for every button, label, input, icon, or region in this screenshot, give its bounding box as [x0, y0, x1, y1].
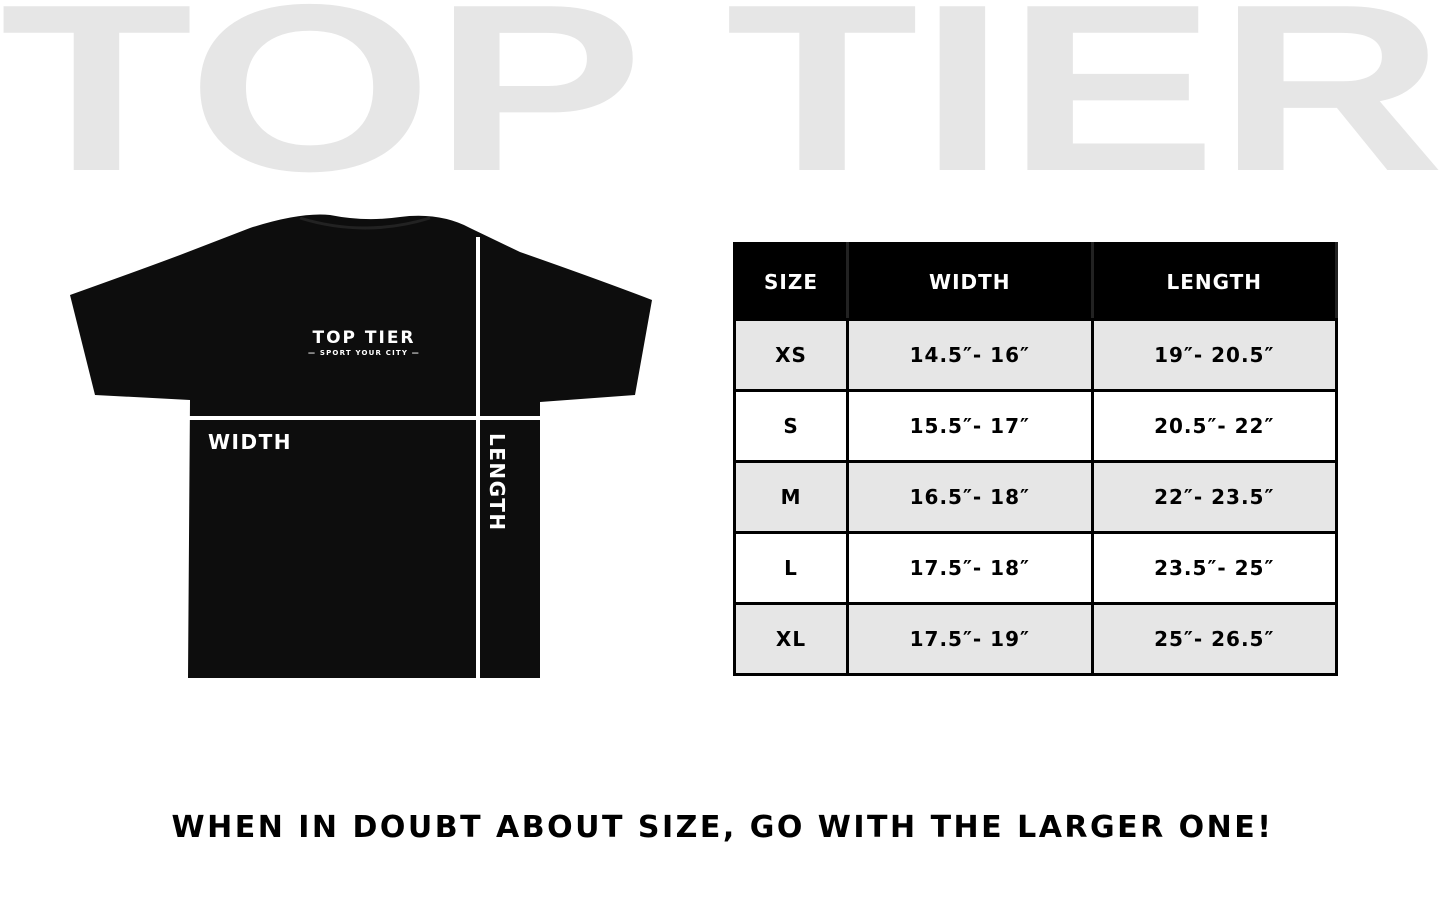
table-row: S 15.5″- 17″ 20.5″- 22″ — [732, 389, 1338, 463]
header-size: SIZE — [732, 242, 850, 321]
length-cell: 25″- 26.5″ — [1090, 602, 1338, 676]
table-header-row: SIZE WIDTH LENGTH — [732, 242, 1338, 321]
tshirt-shape — [70, 214, 652, 679]
size-cell: XS — [732, 318, 850, 392]
size-cell: L — [732, 531, 850, 605]
width-cell: 15.5″- 17″ — [846, 389, 1094, 463]
watermark-title: TOP TIER — [0, 0, 1445, 221]
length-cell: 23.5″- 25″ — [1090, 531, 1338, 605]
length-cell: 22″- 23.5″ — [1090, 460, 1338, 534]
width-cell: 16.5″- 18″ — [846, 460, 1094, 534]
width-cell: 17.5″- 19″ — [846, 602, 1094, 676]
table-row: XS 14.5″- 16″ 19″- 20.5″ — [732, 318, 1338, 392]
width-line — [188, 416, 476, 420]
table-row: L 17.5″- 18″ 23.5″- 25″ — [732, 531, 1338, 605]
width-line-right — [480, 416, 540, 420]
length-label: LENGTH — [485, 433, 509, 532]
header-width: WIDTH — [846, 242, 1094, 321]
size-advice-note: WHEN IN DOUBT ABOUT SIZE, GO WITH THE LA… — [171, 810, 1274, 845]
size-cell: XL — [732, 602, 850, 676]
size-cell: M — [732, 460, 850, 534]
size-chart-table: SIZE WIDTH LENGTH XS 14.5″- 16″ 19″- 20.… — [732, 242, 1338, 676]
logo-tagline: — SPORT YOUR CITY — — [308, 349, 420, 357]
width-cell: 14.5″- 16″ — [846, 318, 1094, 392]
length-cell: 20.5″- 22″ — [1090, 389, 1338, 463]
size-cell: S — [732, 389, 850, 463]
tshirt-illustration: TOP TIER — SPORT YOUR CITY — WIDTH LENGT… — [70, 214, 652, 679]
table-row: M 16.5″- 18″ 22″- 23.5″ — [732, 460, 1338, 534]
width-cell: 17.5″- 18″ — [846, 531, 1094, 605]
logo-title: TOP TIER — [312, 328, 415, 348]
width-label: WIDTH — [208, 430, 292, 454]
length-cell: 19″- 20.5″ — [1090, 318, 1338, 392]
table-row: XL 17.5″- 19″ 25″- 26.5″ — [732, 602, 1338, 676]
length-line — [476, 237, 480, 678]
header-length: LENGTH — [1090, 242, 1338, 321]
collar — [299, 216, 431, 230]
